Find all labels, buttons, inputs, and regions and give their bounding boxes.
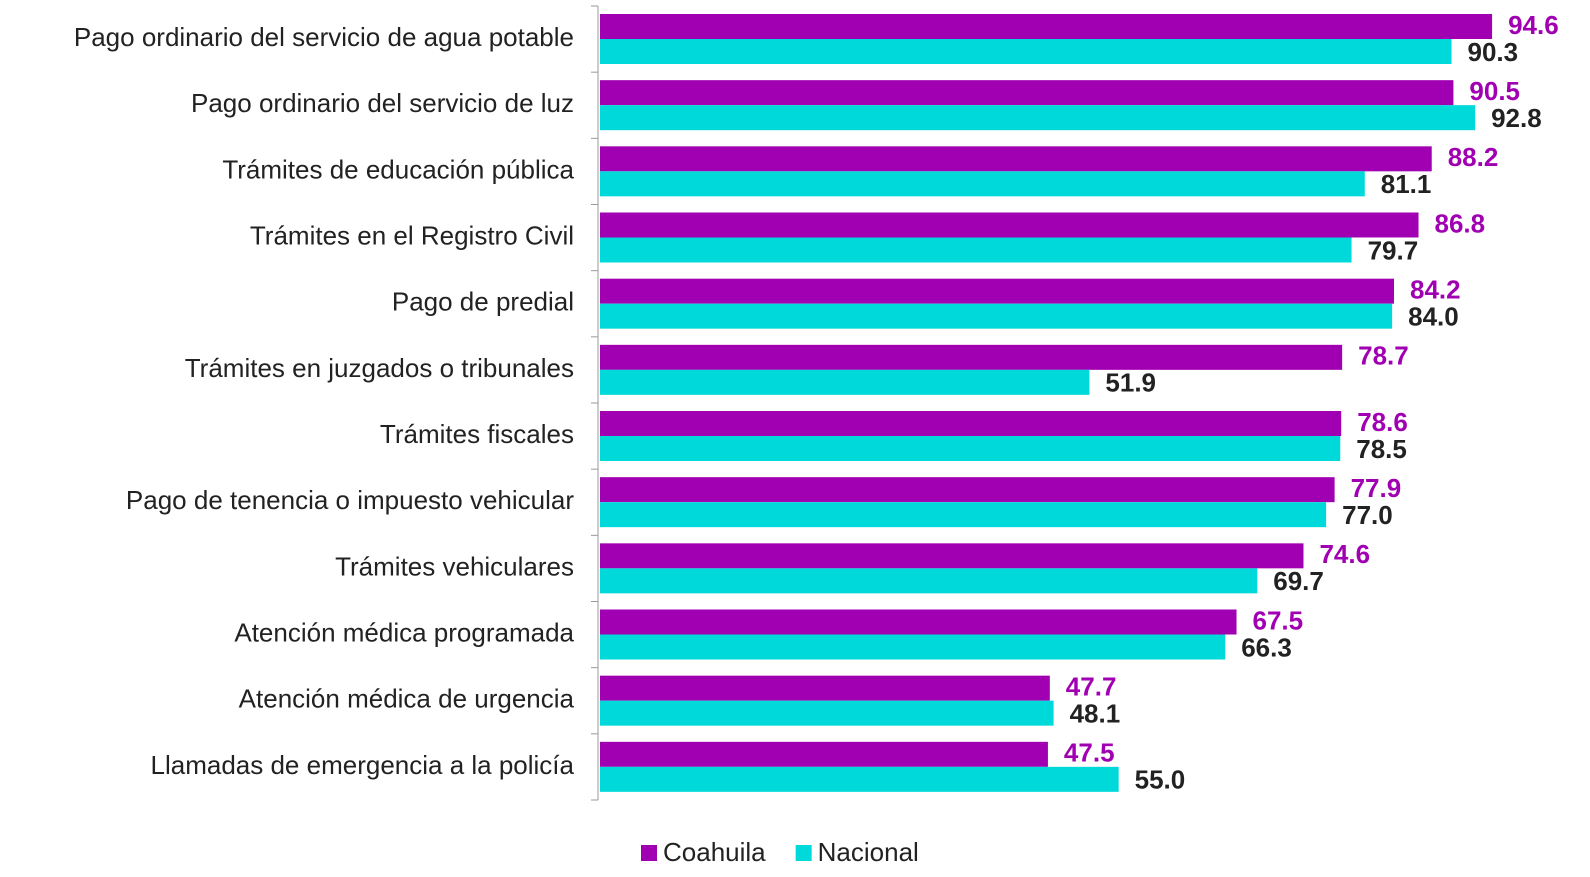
value-label: 84.2	[1410, 275, 1461, 305]
bar	[600, 609, 1237, 635]
bar	[600, 146, 1432, 172]
value-label: 67.5	[1253, 605, 1304, 635]
bar	[600, 700, 1054, 726]
bar	[600, 675, 1050, 701]
value-label: 47.7	[1066, 672, 1117, 702]
value-label: 69.7	[1273, 566, 1324, 596]
category-label: Pago de predial	[392, 287, 574, 317]
category-label: Trámites de educación pública	[222, 154, 574, 184]
value-label: 79.7	[1368, 235, 1419, 265]
bar	[600, 278, 1395, 304]
legend-label: Coahuila	[663, 837, 766, 867]
bar	[600, 39, 1452, 64]
bar	[600, 436, 1341, 461]
category-label: Llamadas de emergencia a la policía	[151, 750, 575, 780]
legend-swatch	[641, 845, 657, 861]
category-label: Trámites en el Registro Civil	[250, 220, 574, 250]
value-label: 90.5	[1469, 76, 1520, 106]
value-label: 47.5	[1064, 738, 1115, 768]
category-label: Pago ordinario del servicio de agua pota…	[74, 22, 574, 52]
category-label: Trámites fiscales	[380, 419, 574, 449]
bar	[600, 14, 1493, 39]
value-label: 94.6	[1508, 10, 1559, 40]
bar	[600, 237, 1352, 263]
value-label: 78.6	[1357, 407, 1408, 437]
category-label: Trámites en juzgados o tribunales	[185, 353, 574, 383]
value-label: 55.0	[1135, 765, 1186, 795]
bar	[600, 411, 1342, 436]
value-label: 78.5	[1356, 434, 1407, 464]
value-label: 86.8	[1435, 208, 1486, 238]
bar	[600, 303, 1393, 329]
bar	[600, 634, 1226, 660]
bar	[600, 105, 1476, 131]
value-label: 66.3	[1241, 632, 1292, 662]
value-label: 51.9	[1105, 368, 1156, 398]
value-label: 81.1	[1381, 169, 1432, 199]
bar	[600, 344, 1343, 370]
value-label: 77.0	[1342, 500, 1393, 530]
value-label: 48.1	[1070, 699, 1121, 729]
category-label: Atención médica programada	[234, 617, 574, 647]
value-label: 74.6	[1319, 539, 1370, 569]
category-label: Pago de tenencia o impuesto vehicular	[126, 485, 574, 515]
category-label: Pago ordinario del servicio de luz	[191, 88, 574, 118]
bar	[600, 502, 1327, 528]
value-label: 88.2	[1448, 142, 1499, 172]
value-label: 90.3	[1468, 37, 1519, 67]
bar	[600, 80, 1454, 106]
bar	[600, 568, 1258, 594]
bar	[600, 543, 1304, 569]
value-label: 78.7	[1358, 341, 1409, 371]
bar	[600, 171, 1365, 197]
legend-label: Nacional	[818, 837, 919, 867]
bar	[600, 477, 1335, 503]
value-label: 84.0	[1408, 302, 1459, 332]
legend-swatch	[795, 845, 812, 861]
bar	[600, 212, 1419, 238]
category-label: Trámites vehiculares	[335, 551, 574, 581]
category-label: Atención médica de urgencia	[239, 684, 575, 714]
value-label: 92.8	[1491, 103, 1542, 133]
value-label: 77.9	[1351, 473, 1402, 503]
bar	[600, 741, 1048, 767]
bar	[600, 369, 1090, 395]
bar	[600, 766, 1119, 792]
